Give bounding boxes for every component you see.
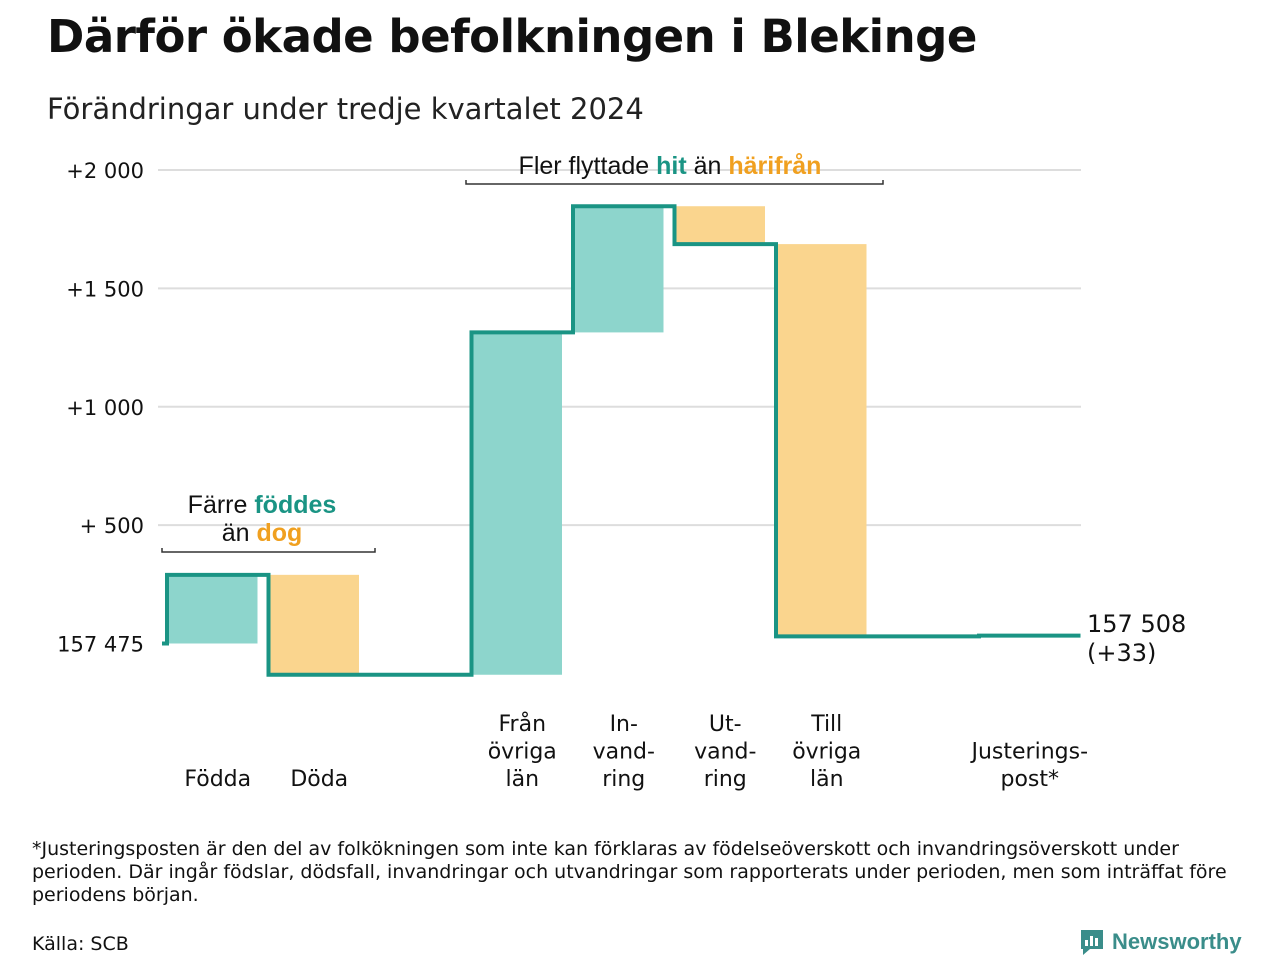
births-bracket [161, 548, 376, 553]
category-label: ring [704, 767, 747, 792]
source-label: Källa: SCB [32, 933, 129, 955]
category-label: län [810, 767, 844, 792]
category-label: Ut- [709, 712, 742, 737]
category-label: övriga [792, 740, 861, 765]
chart-subtitle: Förändringar under tredje kvartalet 2024 [47, 92, 644, 126]
increase-bar [472, 332, 562, 675]
category-label: Till [810, 712, 842, 737]
category-label: Från [498, 711, 546, 737]
y-tick-label: +1 500 [66, 277, 144, 301]
category-label: Döda [290, 767, 348, 792]
category-label: post* [1000, 767, 1059, 792]
newsworthy-logo-text: Newsworthy [1112, 929, 1242, 954]
category-label: Justerings- [969, 740, 1088, 765]
increase-bar [574, 206, 664, 333]
y-baseline-label: 157 475 [57, 633, 144, 657]
category-label: vand- [694, 740, 756, 765]
y-tick-label: + 500 [80, 514, 144, 538]
decrease-bar [777, 244, 867, 637]
births-annotation-line: än dog [222, 519, 303, 547]
category-label: län [505, 767, 539, 792]
newsworthy-logo: Newsworthy [1078, 928, 1242, 956]
decrease-bar [675, 206, 765, 245]
cumulative-step-line [162, 204, 1081, 677]
final-value-label: 157 508 [1087, 610, 1186, 638]
chart-title: Därför ökade befolkningen i Blekinge [47, 10, 977, 63]
migration-annotation: Fler flyttade hit än härifrån [519, 152, 822, 180]
migration-bracket [465, 180, 884, 185]
category-label: ring [602, 767, 645, 792]
y-tick-label: +1 000 [66, 396, 144, 420]
waterfall-chart: +2 000 +1 500 +1 000 + 500 157 475 Födda Döda F… [57, 152, 1186, 792]
final-change-label: (+33) [1087, 639, 1156, 667]
category-label: In- [610, 712, 638, 737]
y-tick-label: +2 000 [66, 159, 144, 183]
newsworthy-logo-icon [1081, 930, 1103, 955]
category-label: vand- [593, 740, 655, 765]
category-label: övriga [488, 740, 557, 765]
increase-bar [168, 574, 258, 644]
category-label: Födda [184, 767, 251, 792]
footnote: *Justeringsposten är den del av folkökni… [32, 838, 1227, 906]
decrease-bar [269, 574, 359, 675]
births-annotation-line: Färre föddes [188, 491, 337, 519]
